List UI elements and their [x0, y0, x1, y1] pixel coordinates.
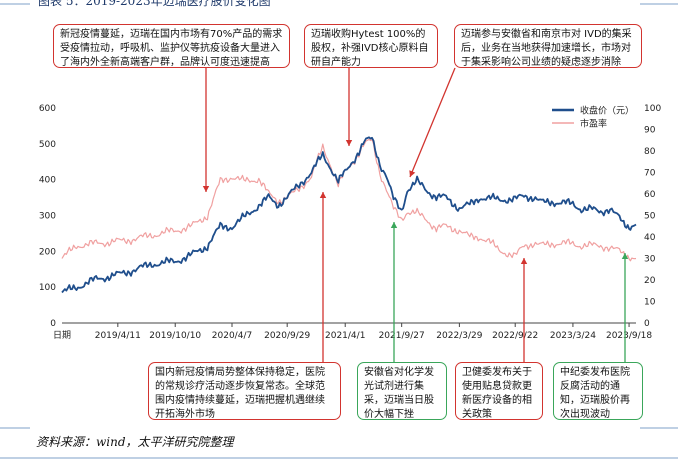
y-right-tick-label: 0: [644, 319, 650, 329]
y-right-tick-label: 100: [644, 104, 661, 114]
annotation-arrowhead: [202, 186, 210, 192]
annotation-arrowhead: [409, 170, 416, 177]
annotation-box-covid-demand: 新冠疫情蔓延，迈瑞在国内市场有70%产品的需求受疫情拉动，呼吸机、监护仪等抗疫设…: [53, 24, 290, 68]
annotation-arrowhead: [345, 140, 353, 146]
y-left-tick-label: 200: [39, 247, 56, 257]
annotation-arrows: [202, 67, 629, 362]
x-tick-label: 2020/9/29: [264, 331, 310, 341]
plot-area: 0 100 200 300 400 500 600 0 10 20 30 40 50 60 70 80 90 10…: [39, 104, 662, 341]
x-axis-label: 日期: [53, 330, 71, 341]
y-right-tick-label: 90: [644, 126, 656, 136]
y-right-tick-label: 10: [644, 298, 656, 308]
y-right-tick-label: 50: [644, 212, 656, 222]
y-right-tick-label: 20: [644, 276, 656, 286]
annotation-box-domestic-stable: 国内新冠疫情局势整体保持稳定，医院的常规诊疗活动逐步恢复常态。全球范围内疫情持续…: [148, 362, 341, 420]
y-left-tick-label: 0: [50, 319, 56, 329]
x-tick-label: 2022/9/22: [492, 331, 538, 341]
series-line-pe-ratio: [61, 138, 637, 262]
page-title: 图表 5：2019-2023年迈瑞医疗股价变化图: [38, 0, 271, 8]
legend: 收盘价（元）市盈率: [552, 105, 634, 130]
annotation-box-loan-policy: 卫健委发布关于使用贴息贷款更新医疗设备的相关政策: [455, 362, 543, 420]
y-left-tick-label: 400: [39, 176, 56, 186]
x-tick-label: 2023/3/24: [550, 331, 596, 341]
y-right-tick-label: 30: [644, 255, 656, 265]
annotation-arrowhead: [520, 258, 528, 264]
y-left-tick-label: 300: [39, 212, 56, 222]
legend-label: 市盈率: [580, 118, 607, 130]
y-right-tick-label: 80: [644, 147, 656, 157]
annotation-box-anticorruption: 中纪委发布医院反腐活动的通知，迈瑞股价再次出现波动: [553, 362, 643, 420]
x-tick-label: 2021/9/27: [379, 331, 425, 341]
x-tick-label: 2020/4/7: [212, 331, 252, 341]
source-note: 资料来源：wind，太平洋研究院整理: [36, 435, 234, 449]
x-tick-label: 2022/3/29: [436, 331, 482, 341]
annotation-arrow-line: [409, 67, 456, 178]
annotation-box-anhui-procurement: 安徽省对化学发光试剂进行集采，迈瑞当日股价大幅下挫: [357, 362, 447, 420]
y-left-tick-label: 100: [39, 283, 56, 293]
y-right-tick-label: 60: [644, 190, 656, 200]
annotation-box-ivd-procurement: 迈瑞参与安徽省和南京市对 IVD的集采后，业务在当地获得加速增长，市场对于集采影…: [454, 24, 642, 68]
y-left-tick-label: 600: [39, 104, 56, 114]
series-line-close-price: [61, 136, 637, 294]
legend-label: 收盘价（元）: [580, 105, 634, 117]
y-left-tick-label: 500: [39, 140, 56, 150]
x-tick-label: 2019/4/11: [95, 331, 141, 341]
annotation-box-hytest: 迈瑞收购Hytest 100%的股权，补强IVD核心原料自研自产能力: [304, 24, 438, 68]
x-tick-label: 2023/9/18: [606, 331, 652, 341]
y-right-tick-label: 70: [644, 169, 656, 179]
annotation-arrowhead: [621, 253, 629, 259]
annotation-arrowhead: [390, 222, 398, 228]
y-right-tick-label: 40: [644, 233, 656, 243]
x-tick-label: 2019/10/10: [149, 331, 201, 341]
x-tick-label: 2021/4/1: [325, 331, 365, 341]
annotation-arrowhead: [319, 192, 327, 198]
